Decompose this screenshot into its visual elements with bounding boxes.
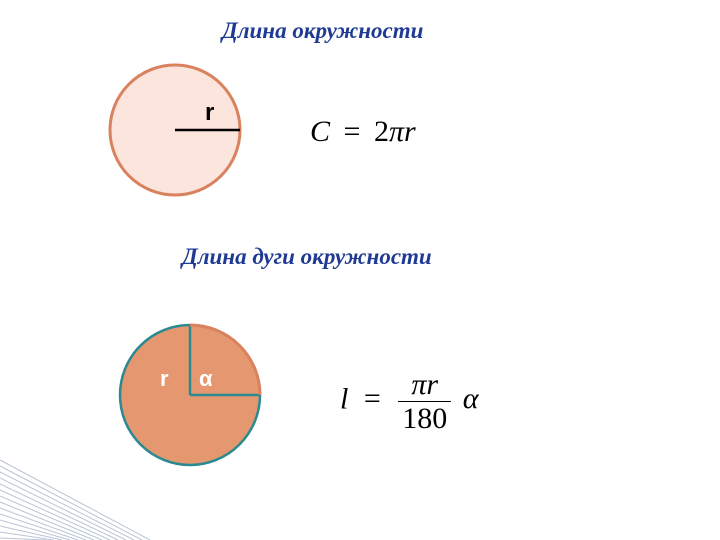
formula-eq: = — [344, 115, 361, 148]
title-circumference: Длина окружности — [222, 18, 423, 44]
sector-label-r: r — [160, 366, 169, 391]
formula-l: l — [340, 382, 348, 415]
formula-alpha: α — [463, 382, 479, 415]
formula-r: r — [404, 115, 416, 148]
formula-fraction: πr 180 — [398, 368, 451, 435]
title-arc-length: Длина дуги окружности — [182, 244, 432, 270]
formula-c: C — [310, 115, 330, 148]
radius-label: r — [205, 99, 214, 126]
formula-circumference: C = 2πr — [310, 115, 416, 149]
formula-arc-length: l = πr 180 α — [340, 368, 479, 435]
formula-2: 2 — [374, 115, 389, 148]
sector-label-alpha: α — [199, 366, 213, 391]
formula-num: πr — [398, 368, 451, 402]
formula-eq2: = — [364, 382, 381, 415]
sector-arc — [190, 325, 260, 395]
circle-shape — [110, 65, 240, 195]
formula-den: 180 — [398, 402, 451, 435]
formula-pi: π — [389, 115, 404, 148]
corner-decoration — [0, 420, 200, 540]
